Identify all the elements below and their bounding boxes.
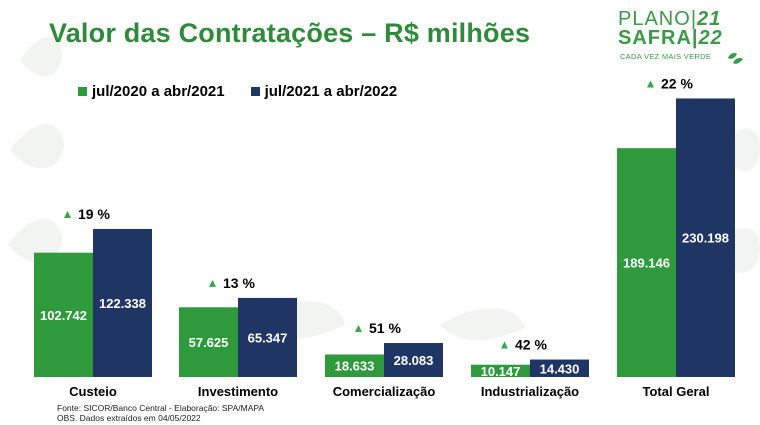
growth-label-industrializacao: 42 % xyxy=(515,337,547,353)
bar-comercializacao-series-1 xyxy=(325,354,384,377)
leaf-icon xyxy=(728,53,743,64)
legend-label-series-2: jul/2021 a abr/2022 xyxy=(264,83,398,100)
triangle-up-icon xyxy=(64,210,71,218)
data-label-investimento-series-1: 57.625 xyxy=(189,335,229,350)
triangle-up-icon xyxy=(501,341,508,349)
category-label-comercializacao: Comercialização xyxy=(333,384,436,399)
category-label-investimento: Investimento xyxy=(198,384,278,399)
logo-year-21: 21 xyxy=(697,8,722,30)
legend-item-series-2: jul/2021 a abr/2022 xyxy=(250,83,398,100)
data-label-total-geral-series-1: 189.146 xyxy=(623,256,670,271)
bar-comercializacao-series-2 xyxy=(384,343,443,377)
category-label-custeio: Custeio xyxy=(69,384,117,399)
logo-year-22: 22 xyxy=(698,27,723,49)
triangle-up-icon xyxy=(355,325,362,333)
bar-total-geral-series-2 xyxy=(676,98,735,377)
data-label-custeio-series-1: 102.742 xyxy=(40,308,87,323)
category-label-total-geral: Total Geral xyxy=(643,384,710,399)
logo-tagline: CADA VEZ MAIS VERDE xyxy=(620,52,712,61)
data-label-custeio-series-2: 122.338 xyxy=(99,296,146,311)
data-label-total-geral-series-2: 230.198 xyxy=(682,231,729,246)
growth-label-custeio: 19 % xyxy=(78,206,110,222)
chart-title: Valor das Contratações – R$ milhões xyxy=(49,18,531,48)
logo-line-safra: SAFRA|22 xyxy=(618,27,723,50)
legend-swatch-series-1 xyxy=(78,87,87,96)
bar-investimento-series-1 xyxy=(179,307,238,377)
chart-legend: jul/2020 a abr/2021 jul/2021 a abr/2022 xyxy=(78,83,397,100)
bar-industrializacao-series-2 xyxy=(530,359,589,377)
bar-industrializacao-series-1 xyxy=(471,364,530,377)
logo-slash-2: | xyxy=(691,27,699,49)
footnote-obs: OBS. Dados extraídos em 04/05/2022 xyxy=(57,413,201,423)
triangle-up-icon xyxy=(209,279,216,287)
data-label-comercializacao-series-1: 18.633 xyxy=(335,359,375,374)
bar-investimento-series-2 xyxy=(238,297,297,377)
growth-label-investimento: 13 % xyxy=(223,275,255,291)
logo-slash: | xyxy=(690,8,698,30)
triangle-up-icon xyxy=(647,80,654,88)
footnote-source: Fonte: SICOR/Banco Central - Elaboração:… xyxy=(57,403,265,413)
legend-item-series-1: jul/2020 a abr/2021 xyxy=(78,83,225,100)
bar-total-geral-series-1 xyxy=(617,148,676,377)
bar-custeio-series-1 xyxy=(34,252,93,377)
legend-label-series-1: jul/2020 a abr/2021 xyxy=(92,83,225,100)
growth-label-comercializacao: 51 % xyxy=(369,320,401,336)
data-label-industrializacao-series-2: 14.430 xyxy=(540,361,580,376)
logo-word-safra: SAFRA xyxy=(618,27,692,49)
bar-custeio-series-2 xyxy=(93,228,152,377)
logo-word-plano: PLANO xyxy=(618,8,691,30)
category-label-industrializacao: Industrialização xyxy=(481,384,579,399)
logo-line-plano: PLANO|21 xyxy=(618,8,721,31)
data-label-industrializacao-series-1: 10.147 xyxy=(481,364,521,379)
plano-safra-logo: PLANO|21 SAFRA|22 CADA VEZ MAIS VERDE xyxy=(618,8,748,70)
legend-swatch-series-2 xyxy=(250,87,260,96)
data-label-investimento-series-2: 65.347 xyxy=(248,330,288,345)
growth-label-total-geral: 22 % xyxy=(661,75,693,91)
data-label-comercializacao-series-2: 28.083 xyxy=(394,353,434,368)
